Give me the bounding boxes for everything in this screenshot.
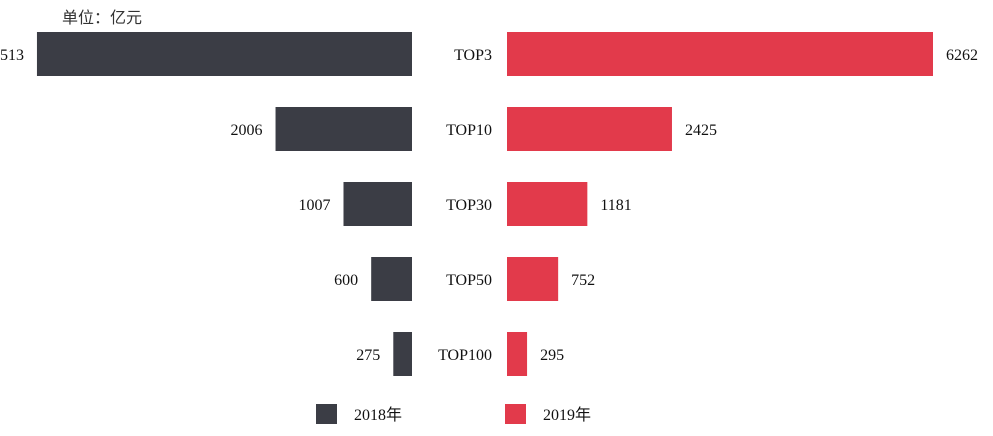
category-label-top10: TOP10 [446,122,492,139]
unit-label: 单位：亿元 [62,8,143,27]
value-label-2019-top50: 752 [571,272,595,289]
value-label-2018-top3: 5513 [0,47,24,64]
bar-2019-top3 [507,32,933,76]
legend-swatch-2019 [505,404,526,424]
category-label-top50: TOP50 [446,272,492,289]
value-label-2018-top30: 1007 [298,197,330,214]
bar-2019-top10 [507,107,672,151]
legend-swatch-2018 [316,404,337,424]
bar-2019-top100 [507,332,528,376]
legend-label-2018: 2018年 [354,406,402,424]
category-label-top100: TOP100 [438,347,492,364]
value-label-2019-top30: 1181 [600,197,631,214]
bar-2018-top100 [393,332,412,376]
category-label-top30: TOP30 [446,197,492,214]
legend-label-2019: 2019年 [543,406,591,424]
bar-2018-top3 [36,32,412,76]
category-label-top3: TOP3 [454,47,492,64]
bar-2018-top10 [275,107,412,151]
value-label-2019-top100: 295 [540,347,564,364]
bar-2019-top50 [507,257,559,301]
bar-2019-top30 [507,182,588,226]
value-label-2019-top10: 2425 [685,122,717,139]
bar-2018-top30 [343,182,412,226]
value-label-2018-top50: 600 [334,272,358,289]
value-label-2018-top10: 2006 [231,122,263,139]
value-label-2019-top3: 6262 [946,47,978,64]
value-label-2018-top100: 275 [356,347,380,364]
bar-2018-top50 [371,257,412,301]
